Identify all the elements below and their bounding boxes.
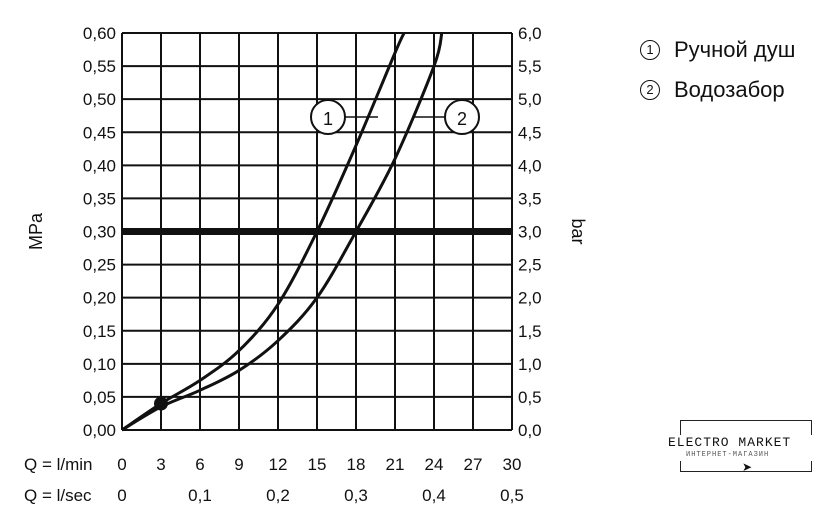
- x-lsec-tick-label: 0,5: [500, 486, 524, 505]
- y-right-tick-label: 1,5: [518, 322, 542, 341]
- y-left-tick-label: 0,55: [83, 57, 116, 76]
- x-lsec-tick-label: 0,4: [422, 486, 446, 505]
- logo-subtitle: ИНТЕРНЕТ-МАГАЗИН: [686, 451, 770, 459]
- x-lmin-tick-label: 3: [156, 455, 165, 474]
- legend-label-1: Ручной душ: [674, 37, 796, 62]
- y-right-tick-label: 2,0: [518, 289, 542, 308]
- x-lmin-tick-label: 24: [425, 455, 444, 474]
- y-right-tick-label: 0,5: [518, 388, 542, 407]
- series-line-2: [121, 32, 444, 432]
- y-left-tick-label: 0,05: [83, 388, 116, 407]
- legend-number-2: 2: [640, 80, 660, 100]
- logo-frame-top: [680, 420, 812, 435]
- y-right-tick-label: 5,5: [518, 57, 542, 76]
- callout-circle-2: [444, 99, 480, 135]
- x-lmin-tick-label: 21: [386, 455, 405, 474]
- x-axis-lsec-title: Q = l/sec: [24, 486, 92, 505]
- logo-title: ELECTRO MARKET: [668, 435, 792, 450]
- y-right-tick-label: 6,0: [518, 24, 542, 43]
- x-axis-lmin-title: Q = l/min: [24, 455, 93, 474]
- x-lmin-tick-label: 27: [464, 455, 483, 474]
- x-lmin-tick-label: 0: [117, 455, 126, 474]
- y-right-tick-label: 4,0: [518, 156, 542, 175]
- y-left-axis-title: MPa: [26, 212, 46, 250]
- y-right-tick-label: 5,0: [518, 90, 542, 109]
- y-left-tick-label: 0,60: [83, 24, 116, 43]
- x-lmin-tick-label: 18: [347, 455, 366, 474]
- x-lmin-tick-label: 12: [269, 455, 288, 474]
- y-right-tick-label: 3,0: [518, 223, 542, 242]
- legend-label-2: Водозабор: [674, 77, 785, 102]
- legend-item-1: 1 Ручной душ: [640, 30, 795, 70]
- x-lsec-tick-label: 0,2: [266, 486, 290, 505]
- y-left-tick-label: 0,25: [83, 256, 116, 275]
- x-lmin-tick-label: 30: [503, 455, 522, 474]
- callout-circle-1: [310, 99, 346, 135]
- series-line-1: [121, 32, 406, 432]
- callout-label-2: 2: [457, 109, 467, 129]
- y-left-tick-label: 0,10: [83, 355, 116, 374]
- y-left-tick-label: 0,20: [83, 289, 116, 308]
- x-lsec-tick-label: 0: [117, 486, 126, 505]
- y-left-tick-label: 0,30: [83, 223, 116, 242]
- y-left-tick-label: 0,40: [83, 156, 116, 175]
- y-left-tick-label: 0,00: [83, 421, 116, 440]
- y-right-axis-title: bar: [568, 218, 588, 244]
- y-left-tick-label: 0,50: [83, 90, 116, 109]
- y-right-tick-label: 0,0: [518, 421, 542, 440]
- y-left-tick-label: 0,45: [83, 123, 116, 142]
- y-left-tick-label: 0,35: [83, 189, 116, 208]
- legend-number-1: 1: [640, 40, 660, 60]
- legend: 1 Ручной душ 2 Водозабор: [640, 30, 795, 110]
- electro-market-logo: ELECTRO MARKET ИНТЕРНЕТ-МАГАЗИН ➤: [668, 420, 812, 474]
- legend-item-2: 2 Водозабор: [640, 70, 795, 110]
- y-right-tick-label: 2,5: [518, 256, 542, 275]
- x-lmin-tick-label: 6: [195, 455, 204, 474]
- cursor-icon: ➤: [742, 460, 753, 474]
- chart-labels: 0,000,050,100,150,200,250,300,350,400,45…: [24, 24, 588, 505]
- logo-frame-bottom: [680, 461, 812, 472]
- x-lmin-tick-label: 15: [308, 455, 327, 474]
- y-right-tick-label: 3,5: [518, 189, 542, 208]
- marker-point: [154, 396, 168, 411]
- x-lmin-tick-label: 9: [234, 455, 243, 474]
- y-left-tick-label: 0,15: [83, 322, 116, 341]
- y-right-tick-label: 4,5: [518, 123, 542, 142]
- x-lsec-tick-label: 0,1: [188, 486, 212, 505]
- callout-label-1: 1: [323, 109, 333, 129]
- y-right-tick-label: 1,0: [518, 355, 542, 374]
- x-lsec-tick-label: 0,3: [344, 486, 368, 505]
